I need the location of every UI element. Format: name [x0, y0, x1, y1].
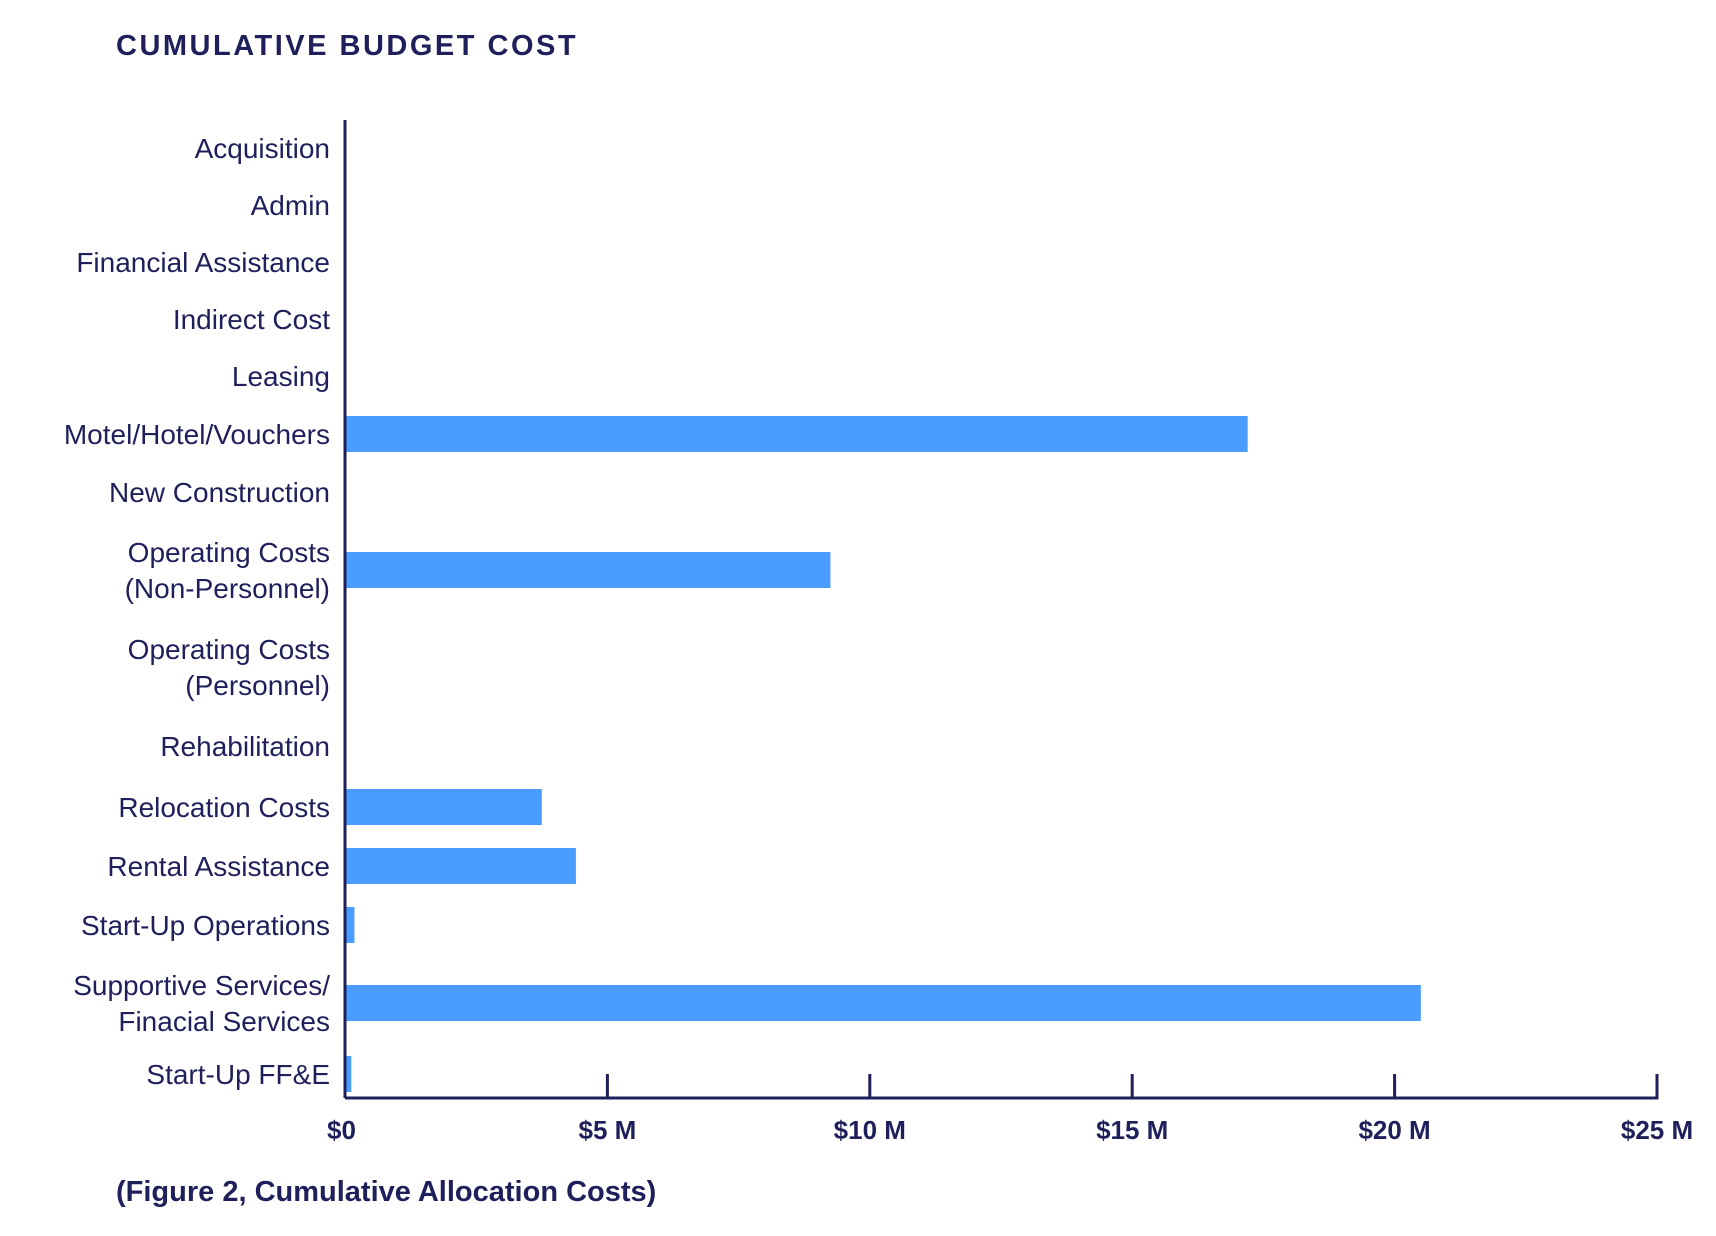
- chart-title: CUMULATIVE BUDGET COST: [116, 30, 579, 62]
- category-label-12: Start-Up Operations: [81, 910, 330, 941]
- bar-5: [345, 416, 1248, 452]
- bar-14: [345, 1056, 352, 1092]
- axis-layer: [343, 120, 1659, 1100]
- x-tick-label-1: $5 M: [578, 1115, 636, 1145]
- bar-7: [345, 552, 831, 588]
- bar-10: [345, 789, 542, 825]
- category-label-10: Relocation Costs: [118, 792, 330, 823]
- category-label-3: Indirect Cost: [173, 304, 330, 335]
- category-label-14: Start-Up FF&E: [146, 1059, 330, 1090]
- category-label-4: Leasing: [232, 361, 330, 392]
- category-label-0: Acquisition: [195, 133, 330, 164]
- bar-11: [345, 848, 576, 884]
- bar-12: [345, 907, 355, 943]
- labels-layer: $0 $5 M $10 M $15 M $20 M $25 M Acquisition Adm…: [64, 133, 1693, 1145]
- x-tick-label-2: $10 M: [834, 1115, 906, 1145]
- category-label-8-line-0: Operating Costs: [128, 634, 330, 665]
- category-label-13-line-0: Supportive Services/: [73, 970, 330, 1001]
- category-label-5: Motel/Hotel/Vouchers: [64, 419, 330, 450]
- x-tick-label-0: $0: [327, 1115, 356, 1145]
- category-label-11: Rental Assistance: [107, 851, 330, 882]
- bar-13: [345, 985, 1421, 1021]
- x-tick-label-4: $20 M: [1358, 1115, 1430, 1145]
- category-label-1: Admin: [251, 190, 330, 221]
- category-label-9: Rehabilitation: [160, 731, 330, 762]
- x-tick-label-3: $15 M: [1096, 1115, 1168, 1145]
- chart-caption: (Figure 2, Cumulative Allocation Costs): [116, 1176, 657, 1208]
- bars-layer: [345, 416, 1421, 1092]
- category-label-7-line-0: Operating Costs: [128, 537, 330, 568]
- x-tick-label-5: $25 M: [1621, 1115, 1693, 1145]
- category-label-13-line-1: Finacial Services: [118, 1006, 330, 1037]
- category-label-6: New Construction: [109, 477, 330, 508]
- category-label-8-line-1: (Personnel): [185, 670, 330, 701]
- category-label-2: Financial Assistance: [76, 247, 330, 278]
- category-label-7-line-1: (Non-Personnel): [125, 573, 330, 604]
